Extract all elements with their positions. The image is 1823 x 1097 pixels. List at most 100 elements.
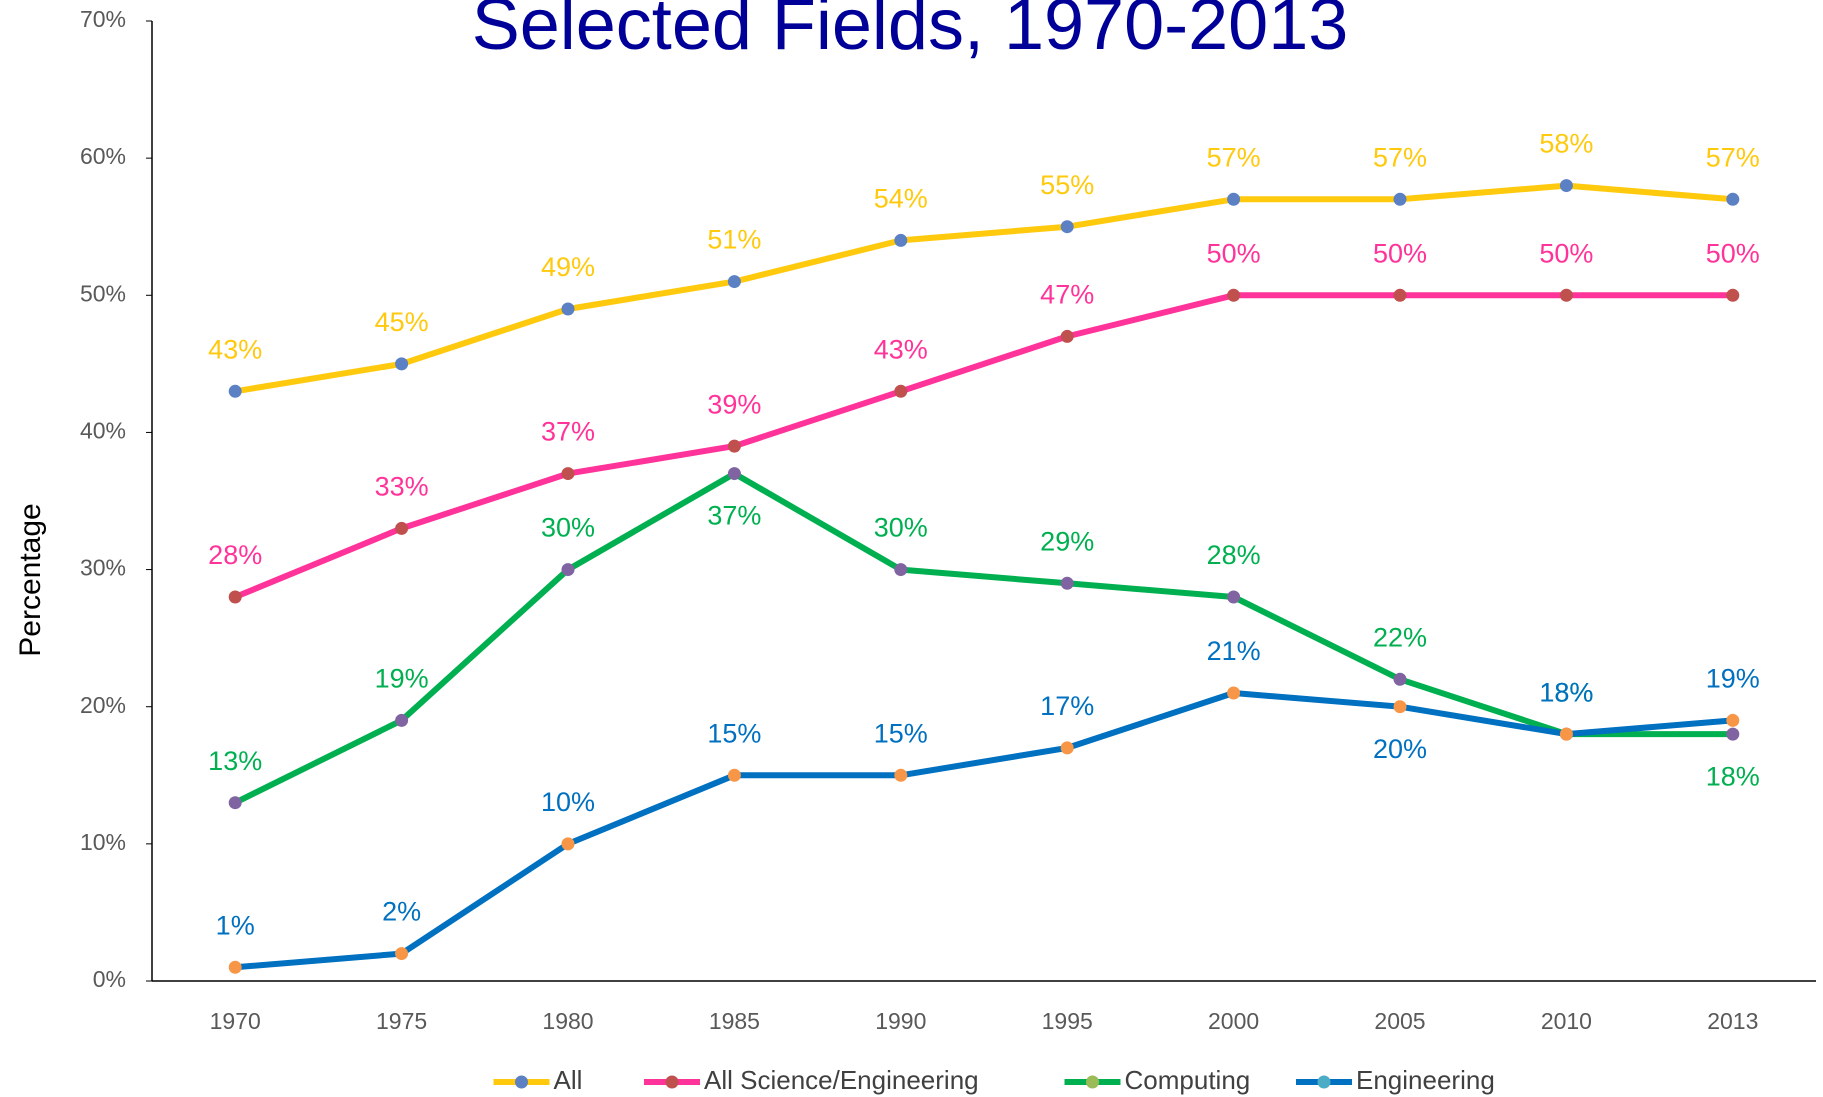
- data-point: [561, 467, 575, 481]
- data-point: [1227, 686, 1241, 700]
- data-point: [727, 275, 741, 289]
- y-axis-label: Percentage: [14, 503, 47, 656]
- data-point: [561, 563, 575, 577]
- data-point: [894, 233, 908, 247]
- y-tick-label: 10%: [80, 829, 126, 855]
- data-point: [727, 467, 741, 481]
- data-label: 50%: [1539, 238, 1593, 268]
- data-point: [1726, 727, 1740, 741]
- data-label: 1%: [216, 910, 255, 940]
- data-label: 13%: [208, 746, 262, 776]
- data-point: [1227, 192, 1241, 206]
- data-point: [1726, 288, 1740, 302]
- data-point: [395, 357, 409, 371]
- data-point: [395, 713, 409, 727]
- data-point: [395, 521, 409, 535]
- data-label: 47%: [1040, 280, 1094, 310]
- data-label: 29%: [1040, 526, 1094, 556]
- data-label: 57%: [1207, 142, 1261, 172]
- legend: All All Science/Engineering Computing Engin…: [493, 1065, 1495, 1095]
- data-point: [1060, 329, 1074, 343]
- y-tick-label: 20%: [80, 692, 126, 718]
- data-label: 45%: [375, 307, 429, 337]
- data-point: [1393, 672, 1407, 686]
- data-label: 15%: [707, 718, 761, 748]
- data-label: 18%: [1706, 761, 1760, 791]
- data-point: [1559, 288, 1573, 302]
- data-point: [1559, 727, 1573, 741]
- series-line: [234, 182, 1734, 395]
- legend-label: All Science/Engineering: [704, 1065, 979, 1095]
- data-point: [894, 768, 908, 782]
- data-point: [1726, 192, 1740, 206]
- data-point: [395, 947, 409, 961]
- data-point: [727, 768, 741, 782]
- x-tick-label: 2010: [1541, 1008, 1592, 1034]
- data-label: 19%: [1706, 664, 1760, 694]
- data-label: 50%: [1207, 238, 1261, 268]
- data-point: [1060, 741, 1074, 755]
- data-label: 28%: [1207, 540, 1261, 570]
- legend-marker: [1317, 1075, 1331, 1089]
- data-label: 51%: [707, 225, 761, 255]
- data-label: 20%: [1373, 734, 1427, 764]
- data-point: [1227, 288, 1241, 302]
- data-label: 33%: [375, 472, 429, 502]
- data-label: 28%: [208, 540, 262, 570]
- data-label: 43%: [874, 334, 928, 364]
- data-label: 55%: [1040, 170, 1094, 200]
- x-tick-label: 1980: [542, 1008, 593, 1034]
- series-line: [234, 292, 1733, 600]
- legend-label: All: [554, 1065, 583, 1095]
- data-label: 57%: [1706, 142, 1760, 172]
- x-tick-label: 1975: [376, 1008, 427, 1034]
- legend-label: Computing: [1125, 1065, 1251, 1095]
- data-label: 30%: [541, 513, 595, 543]
- data-point: [1393, 192, 1407, 206]
- data-point: [1559, 179, 1573, 193]
- data-label: 30%: [874, 513, 928, 543]
- chart-title: Selected Fields, 1970-2013: [472, 0, 1349, 65]
- legend-label: Engineering: [1356, 1065, 1495, 1095]
- legend-marker: [515, 1075, 528, 1089]
- data-point: [894, 384, 908, 398]
- y-tick-label: 30%: [80, 555, 126, 581]
- data-point: [228, 590, 242, 604]
- series-line: [234, 690, 1734, 971]
- y-tick-label: 50%: [80, 280, 126, 306]
- data-label: 39%: [707, 389, 761, 419]
- x-tick-label: 1970: [210, 1008, 261, 1034]
- data-point: [727, 439, 741, 453]
- data-label: 50%: [1373, 238, 1427, 268]
- data-label: 37%: [707, 501, 761, 531]
- data-label: 18%: [1539, 677, 1593, 707]
- x-tick-label: 1985: [709, 1008, 760, 1034]
- data-label: 43%: [208, 334, 262, 364]
- data-label: 58%: [1539, 129, 1593, 159]
- data-label: 19%: [375, 664, 429, 694]
- data-label: 50%: [1706, 238, 1760, 268]
- data-label: 17%: [1040, 691, 1094, 721]
- legend-marker: [665, 1075, 679, 1089]
- data-label: 15%: [874, 718, 928, 748]
- data-point: [894, 563, 908, 577]
- data-point: [1393, 700, 1407, 714]
- series-line: [233, 470, 1733, 806]
- data-point: [1227, 590, 1241, 604]
- data-point: [1393, 288, 1407, 302]
- y-tick-label: 40%: [80, 418, 126, 444]
- data-point: [228, 796, 242, 810]
- data-label: 2%: [382, 897, 421, 927]
- data-label: 22%: [1373, 622, 1427, 652]
- data-label: 37%: [541, 417, 595, 447]
- data-label: 57%: [1373, 142, 1427, 172]
- x-tick-label: 1990: [875, 1008, 926, 1034]
- x-tick-label: 2013: [1707, 1008, 1758, 1034]
- data-label: 49%: [541, 252, 595, 282]
- x-tick-label: 2005: [1374, 1008, 1425, 1034]
- y-tick-label: 60%: [80, 143, 126, 169]
- data-point: [228, 384, 242, 398]
- x-tick-label: 2000: [1208, 1008, 1259, 1034]
